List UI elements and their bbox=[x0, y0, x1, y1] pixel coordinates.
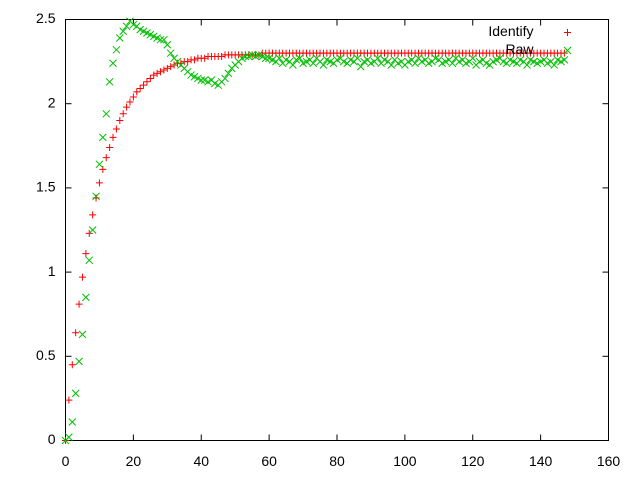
point bbox=[119, 27, 128, 36]
point bbox=[109, 133, 117, 141]
point bbox=[75, 357, 83, 366]
point bbox=[197, 76, 206, 84]
point bbox=[468, 54, 477, 63]
x-tick-label: 160 bbox=[597, 453, 621, 469]
point bbox=[184, 58, 192, 66]
point bbox=[160, 35, 168, 44]
point bbox=[241, 52, 250, 61]
point bbox=[65, 396, 73, 404]
point bbox=[163, 40, 172, 49]
point bbox=[116, 117, 124, 125]
point bbox=[201, 54, 209, 62]
point bbox=[122, 22, 131, 31]
point bbox=[95, 160, 104, 169]
point bbox=[82, 250, 90, 258]
point bbox=[224, 69, 233, 78]
point bbox=[106, 143, 114, 151]
point bbox=[221, 74, 229, 83]
point bbox=[295, 54, 304, 63]
point bbox=[157, 68, 165, 76]
point bbox=[150, 71, 158, 79]
point bbox=[319, 61, 328, 69]
point bbox=[88, 226, 97, 234]
point bbox=[68, 361, 76, 369]
point bbox=[190, 56, 198, 64]
point bbox=[78, 330, 87, 339]
point bbox=[126, 98, 134, 106]
legend-label: Raw bbox=[505, 41, 534, 57]
y-tick-label: 2 bbox=[48, 94, 56, 110]
legend-label: Identify bbox=[488, 23, 533, 39]
x-tick-label: 40 bbox=[193, 453, 209, 469]
point bbox=[85, 256, 94, 265]
point bbox=[92, 194, 100, 202]
point bbox=[109, 59, 117, 68]
point bbox=[353, 54, 362, 63]
point bbox=[115, 34, 124, 42]
point bbox=[89, 211, 97, 219]
point bbox=[387, 61, 396, 69]
point bbox=[102, 154, 110, 162]
point bbox=[560, 56, 569, 64]
point bbox=[153, 69, 161, 77]
point bbox=[75, 300, 83, 308]
point bbox=[448, 59, 457, 68]
point bbox=[68, 418, 77, 426]
y-tick-label: 2.5 bbox=[36, 10, 56, 26]
x-tick-label: 20 bbox=[126, 453, 142, 469]
point bbox=[146, 74, 154, 82]
x-tick-label: 100 bbox=[393, 453, 417, 469]
point bbox=[95, 179, 103, 187]
y-tick-label: 1.5 bbox=[36, 179, 56, 195]
x-tick-label: 140 bbox=[529, 453, 553, 469]
point bbox=[136, 85, 144, 93]
point bbox=[112, 45, 121, 54]
point bbox=[82, 293, 90, 302]
point bbox=[140, 81, 148, 89]
point bbox=[550, 61, 559, 69]
point bbox=[112, 125, 120, 133]
point bbox=[71, 389, 80, 398]
point bbox=[105, 77, 114, 86]
point bbox=[65, 433, 73, 441]
point bbox=[167, 63, 175, 71]
point bbox=[119, 110, 127, 118]
point bbox=[289, 61, 297, 69]
point bbox=[373, 54, 382, 63]
point bbox=[123, 103, 131, 111]
legend-marker bbox=[564, 29, 571, 36]
point bbox=[523, 61, 531, 69]
y-tick-label: 0 bbox=[48, 431, 56, 447]
point bbox=[166, 49, 175, 58]
point bbox=[160, 66, 168, 74]
point bbox=[156, 35, 165, 44]
y-tick-label: 0.5 bbox=[36, 347, 56, 363]
point bbox=[78, 273, 86, 281]
x-tick-label: 0 bbox=[62, 453, 70, 469]
point bbox=[129, 93, 137, 101]
point bbox=[99, 165, 107, 173]
point bbox=[275, 54, 284, 63]
point bbox=[72, 329, 80, 337]
x-tick-label: 60 bbox=[261, 453, 277, 469]
legend-marker bbox=[563, 46, 572, 55]
point bbox=[218, 53, 226, 61]
point bbox=[98, 133, 107, 142]
point bbox=[133, 88, 141, 96]
point bbox=[356, 62, 365, 71]
point bbox=[411, 59, 419, 68]
point bbox=[163, 64, 171, 72]
point bbox=[92, 192, 100, 201]
point bbox=[143, 78, 151, 86]
x-tick-label: 80 bbox=[329, 453, 345, 469]
point bbox=[309, 59, 318, 68]
point bbox=[261, 54, 270, 63]
y-tick-label: 1 bbox=[48, 263, 56, 279]
point bbox=[102, 109, 111, 118]
x-tick-label: 120 bbox=[461, 453, 485, 469]
